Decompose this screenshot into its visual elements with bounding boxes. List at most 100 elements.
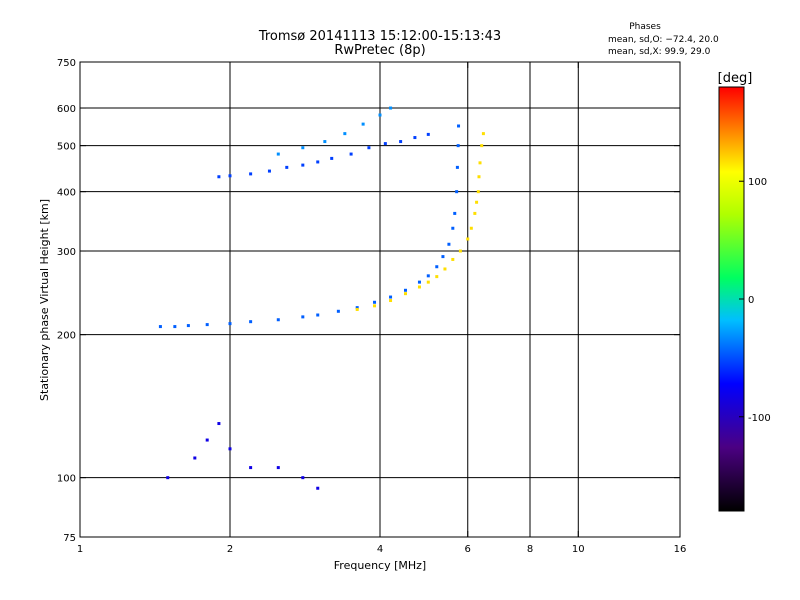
data-point — [301, 163, 305, 167]
data-point — [426, 132, 430, 136]
data-point — [301, 146, 305, 150]
data-point — [158, 325, 162, 329]
data-point — [455, 165, 459, 169]
data-point — [435, 275, 439, 279]
y-tick-label: 400 — [57, 188, 76, 199]
data-point — [355, 306, 359, 310]
data-point — [249, 172, 253, 176]
data-points — [158, 106, 485, 490]
data-point — [426, 280, 430, 284]
data-point — [475, 200, 479, 204]
colorbar-tick-label: 100 — [748, 177, 767, 188]
data-point — [389, 295, 393, 299]
data-point — [330, 156, 334, 160]
data-point — [478, 161, 482, 165]
data-point — [301, 476, 305, 480]
data-point — [276, 318, 280, 322]
data-point — [458, 249, 462, 253]
colorbar-ticks: 100 0 -100 — [739, 177, 771, 424]
data-point — [441, 255, 445, 259]
data-point — [316, 486, 320, 490]
data-point — [323, 140, 327, 144]
data-point — [451, 226, 455, 230]
data-point — [443, 267, 447, 271]
data-point — [435, 265, 439, 269]
y-tick-label: 300 — [57, 247, 76, 258]
data-point — [249, 320, 253, 324]
data-point — [417, 285, 421, 289]
data-point — [228, 322, 232, 326]
data-point — [267, 169, 271, 173]
data-point — [481, 132, 485, 136]
y-tick-label: 75 — [63, 533, 76, 544]
data-point — [389, 106, 393, 110]
data-point — [336, 309, 340, 313]
chart-subtitle: RwPretec (8p) — [334, 43, 425, 58]
stats-x: mean, sd,X: 99.9, 29.0 — [608, 47, 711, 57]
data-point — [373, 300, 377, 304]
data-point — [399, 140, 403, 144]
data-point — [383, 142, 387, 146]
axis-ticks: 1 2 4 6 8 10 16 75 100 200 300 400 500 600 750 — [57, 58, 686, 555]
data-point — [413, 136, 417, 140]
data-point — [343, 132, 347, 136]
data-point — [249, 466, 253, 470]
data-point — [477, 175, 481, 179]
x-tick-label: 8 — [527, 544, 533, 555]
y-tick-label: 750 — [57, 58, 76, 69]
colorbar-tick-label: -100 — [748, 413, 771, 424]
data-point — [451, 257, 455, 261]
chart-title: Tromsø 20141113 15:12:00-15:13:43 — [258, 29, 501, 44]
data-point — [193, 456, 197, 460]
data-point — [426, 274, 430, 278]
data-point — [456, 144, 460, 148]
data-point — [455, 190, 459, 194]
data-point — [389, 299, 393, 303]
y-tick-label: 200 — [57, 331, 76, 342]
data-point — [469, 226, 473, 230]
data-point — [447, 242, 451, 246]
data-point — [316, 160, 320, 164]
data-point — [205, 323, 209, 327]
data-point — [276, 152, 280, 156]
colorbar-label: [deg] — [718, 71, 753, 86]
data-point — [466, 237, 470, 241]
data-point — [361, 122, 365, 126]
data-point — [378, 113, 382, 117]
data-point — [276, 466, 280, 470]
data-point — [403, 292, 407, 296]
x-tick-label: 10 — [572, 544, 585, 555]
x-tick-label: 4 — [377, 544, 383, 555]
data-point — [217, 422, 221, 426]
grid-lines — [80, 62, 680, 537]
y-tick-label: 600 — [57, 104, 76, 115]
data-point — [367, 146, 371, 150]
data-point — [217, 175, 221, 179]
data-point — [186, 324, 190, 328]
data-point — [166, 476, 170, 480]
data-point — [228, 447, 232, 451]
data-point — [173, 325, 177, 329]
stats-o: mean, sd,O: −72.4, 20.0 — [608, 35, 719, 45]
x-tick-label: 16 — [674, 544, 687, 555]
data-point — [349, 152, 353, 156]
data-point — [480, 144, 484, 148]
y-tick-label: 500 — [57, 142, 76, 153]
data-point — [457, 124, 461, 128]
data-point — [417, 280, 421, 284]
x-tick-label: 1 — [77, 544, 83, 555]
stats-title: Phases — [629, 22, 661, 32]
data-point — [473, 211, 477, 215]
y-axis-label: Stationary phase Virtual Height [km] — [38, 199, 51, 401]
x-tick-label: 6 — [465, 544, 471, 555]
data-point — [453, 211, 457, 215]
x-tick-label: 2 — [227, 544, 233, 555]
data-point — [355, 307, 359, 311]
data-point — [228, 174, 232, 178]
y-tick-label: 100 — [57, 474, 76, 485]
data-point — [476, 190, 480, 194]
data-point — [301, 315, 305, 319]
data-point — [205, 438, 209, 442]
data-point — [285, 165, 289, 169]
